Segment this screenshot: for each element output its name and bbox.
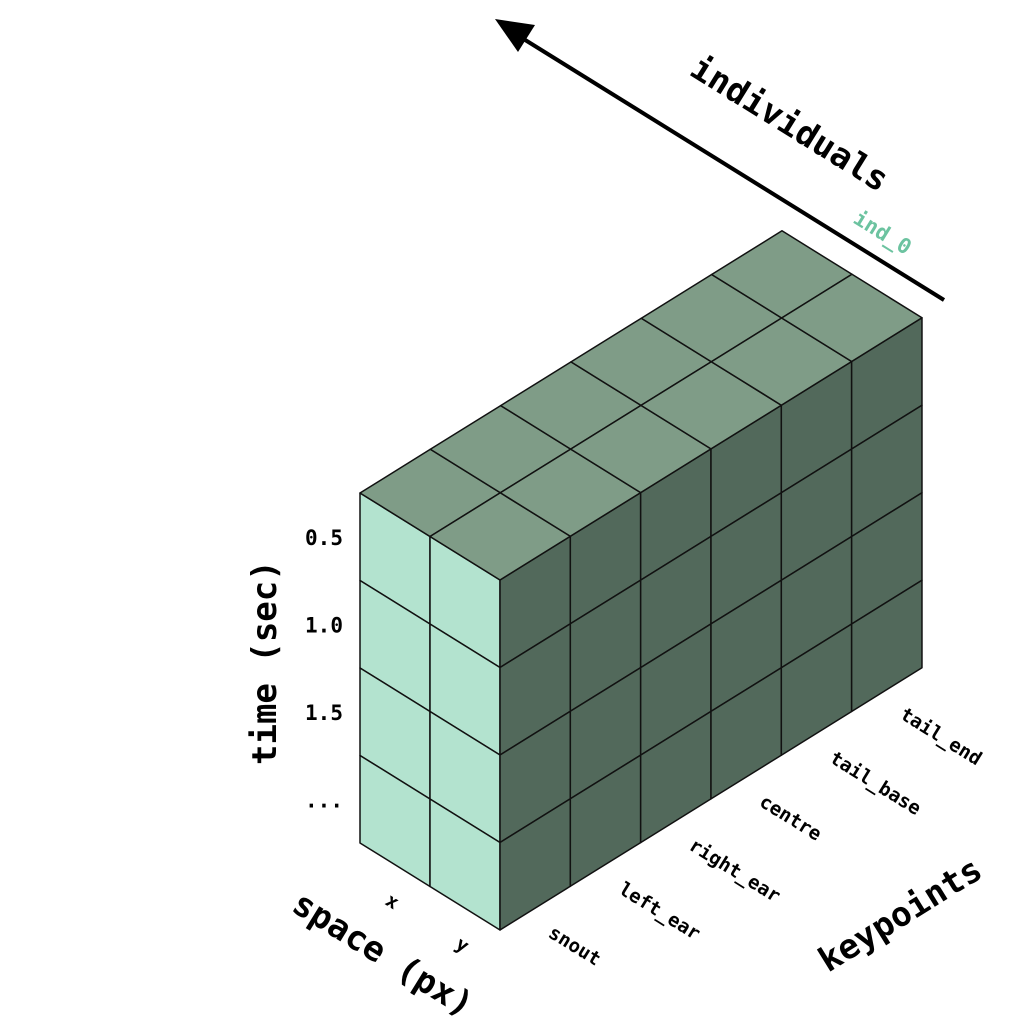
time-tick-label: 0.5 — [305, 526, 343, 550]
time-tick-label: 1.5 — [305, 701, 343, 725]
space-tick-label: y — [451, 933, 472, 958]
keypoint-tick-label: snout — [545, 922, 605, 971]
time-axis-title: time (sec) — [245, 560, 285, 765]
time-tick-label: 1.0 — [305, 613, 343, 637]
side-cell — [850, 579, 923, 713]
top-face-grid — [359, 230, 923, 581]
individuals-arrow-line — [520, 36, 946, 302]
cube — [359, 230, 923, 931]
time-tick-labels: 0.5 1.0 1.5... — [305, 526, 343, 813]
time-tick-label: ... — [305, 788, 343, 812]
keypoint-tick-label: tail_end — [896, 703, 985, 770]
front-face-grid — [359, 492, 501, 931]
keypoints-axis-title: keypoints — [812, 850, 990, 981]
space-tick-label: x — [381, 889, 402, 914]
keypoint-tick-label: centre — [756, 791, 826, 846]
individual-label-ind-0: ind_0 — [849, 206, 915, 260]
keypoint-tick-label: right_ear — [685, 834, 784, 907]
top-cell — [780, 273, 923, 363]
keypoint-tick-label: tail_base — [826, 747, 925, 820]
individuals-axis-title: individuals — [683, 48, 895, 201]
individuals-arrowhead — [495, 19, 535, 52]
individuals-axis-arrow — [495, 19, 946, 302]
keypoint-tick-label: left_ear — [615, 878, 704, 945]
